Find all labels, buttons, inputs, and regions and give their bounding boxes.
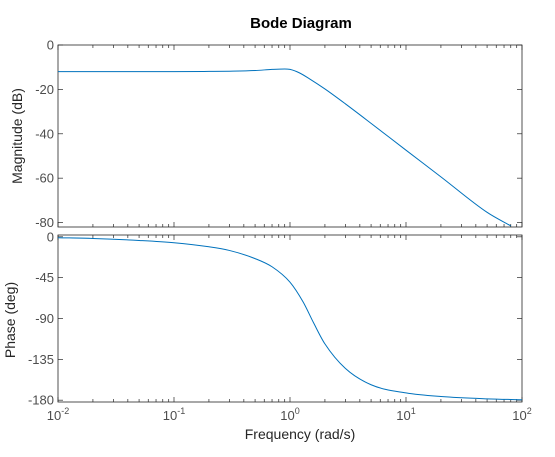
phase-series-line bbox=[57, 237, 523, 401]
magnitude-plot-frame bbox=[57, 44, 523, 228]
magnitude-tick-label: -40 bbox=[35, 126, 54, 141]
frequency-tick-label: 10-2 bbox=[47, 406, 69, 423]
phase-tick-label: -90 bbox=[35, 311, 54, 326]
phase-tick-label: 0 bbox=[47, 229, 54, 244]
magnitude-axis-label: Magnitude (dB) bbox=[9, 88, 25, 184]
frequency-tick-label: 101 bbox=[396, 406, 415, 423]
phase-plot-frame bbox=[57, 234, 523, 403]
frequency-tick-label: 102 bbox=[512, 406, 531, 423]
phase-tick-label: -180 bbox=[28, 393, 54, 408]
magnitude-tick-label: -20 bbox=[35, 82, 54, 97]
magnitude-series-line bbox=[58, 68, 512, 227]
magnitude-tick-label: -60 bbox=[35, 171, 54, 186]
frequency-tick-label: 100 bbox=[280, 406, 299, 423]
frequency-axis-label: Frequency (rad/s) bbox=[245, 426, 355, 442]
frequency-tick-label: 10-1 bbox=[163, 406, 185, 423]
phase-axis-label: Phase (deg) bbox=[2, 282, 18, 358]
phase-tick-label: -135 bbox=[28, 352, 54, 367]
magnitude-tick-label: 0 bbox=[47, 38, 54, 53]
phase-tick-label: -45 bbox=[35, 270, 54, 285]
magnitude-tick-label: -80 bbox=[35, 215, 54, 230]
chart-title: Bode Diagram bbox=[250, 15, 352, 32]
